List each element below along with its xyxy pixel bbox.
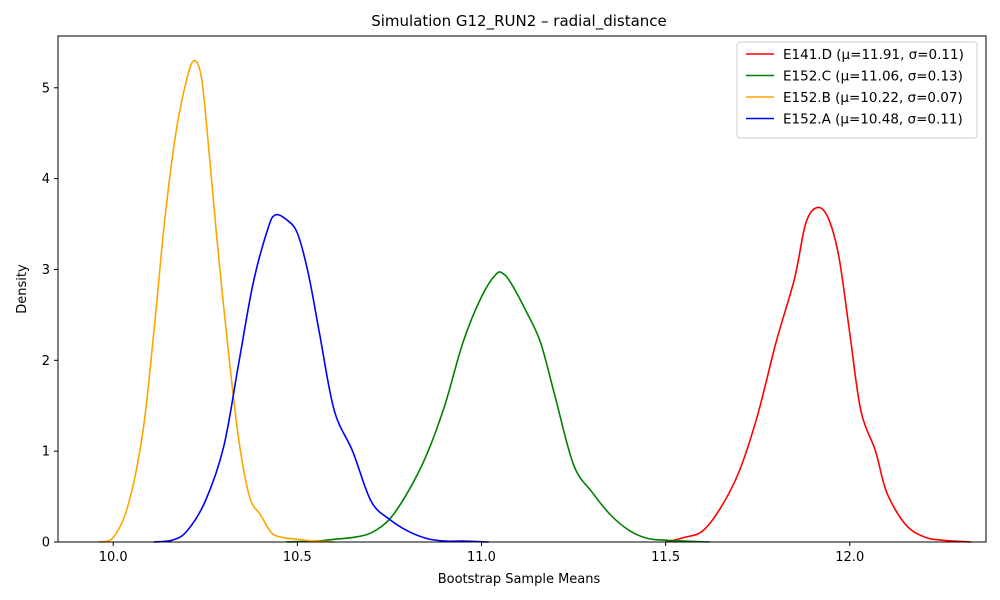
series-line-3 bbox=[153, 213, 489, 543]
y-tick-label: 4 bbox=[42, 172, 50, 187]
y-tick-label: 5 bbox=[42, 81, 50, 96]
x-tick-label: 10.5 bbox=[283, 550, 312, 565]
x-axis-label: Bootstrap Sample Means bbox=[438, 572, 601, 587]
series-line-1 bbox=[286, 271, 710, 543]
legend-entry: E152.C (μ=11.06, σ=0.13) bbox=[783, 69, 963, 85]
legend-entry: E141.D (μ=11.91, σ=0.11) bbox=[783, 47, 964, 63]
plot-area bbox=[98, 59, 972, 543]
x-tick-label: 12.0 bbox=[835, 550, 864, 565]
x-tick-label: 10.0 bbox=[99, 550, 128, 565]
y-tick-label: 2 bbox=[42, 354, 50, 369]
series-line-0 bbox=[665, 206, 972, 543]
legend-entry: E152.B (μ=10.22, σ=0.07) bbox=[783, 90, 963, 106]
axis-ticks: 10.0 10.5 11.0 11.5 12.0 0 1 2 3 4 5 bbox=[42, 81, 865, 565]
y-tick-label: 0 bbox=[42, 536, 50, 551]
chart-title: Simulation G12_RUN2 – radial_distance bbox=[371, 12, 667, 31]
series-line-2 bbox=[98, 59, 335, 543]
y-tick-label: 1 bbox=[42, 445, 50, 460]
x-tick-label: 11.0 bbox=[467, 550, 496, 565]
axes-frame bbox=[57, 35, 987, 543]
y-tick-label: 3 bbox=[42, 263, 50, 278]
x-tick-label: 11.5 bbox=[651, 550, 680, 565]
y-axis-label: Density bbox=[15, 264, 30, 314]
legend-box bbox=[736, 41, 978, 139]
legend: E141.D (μ=11.91, σ=0.11) E152.C (μ=11.06,… bbox=[736, 41, 978, 139]
legend-entry: E152.A (μ=10.48, σ=0.11) bbox=[783, 112, 963, 128]
